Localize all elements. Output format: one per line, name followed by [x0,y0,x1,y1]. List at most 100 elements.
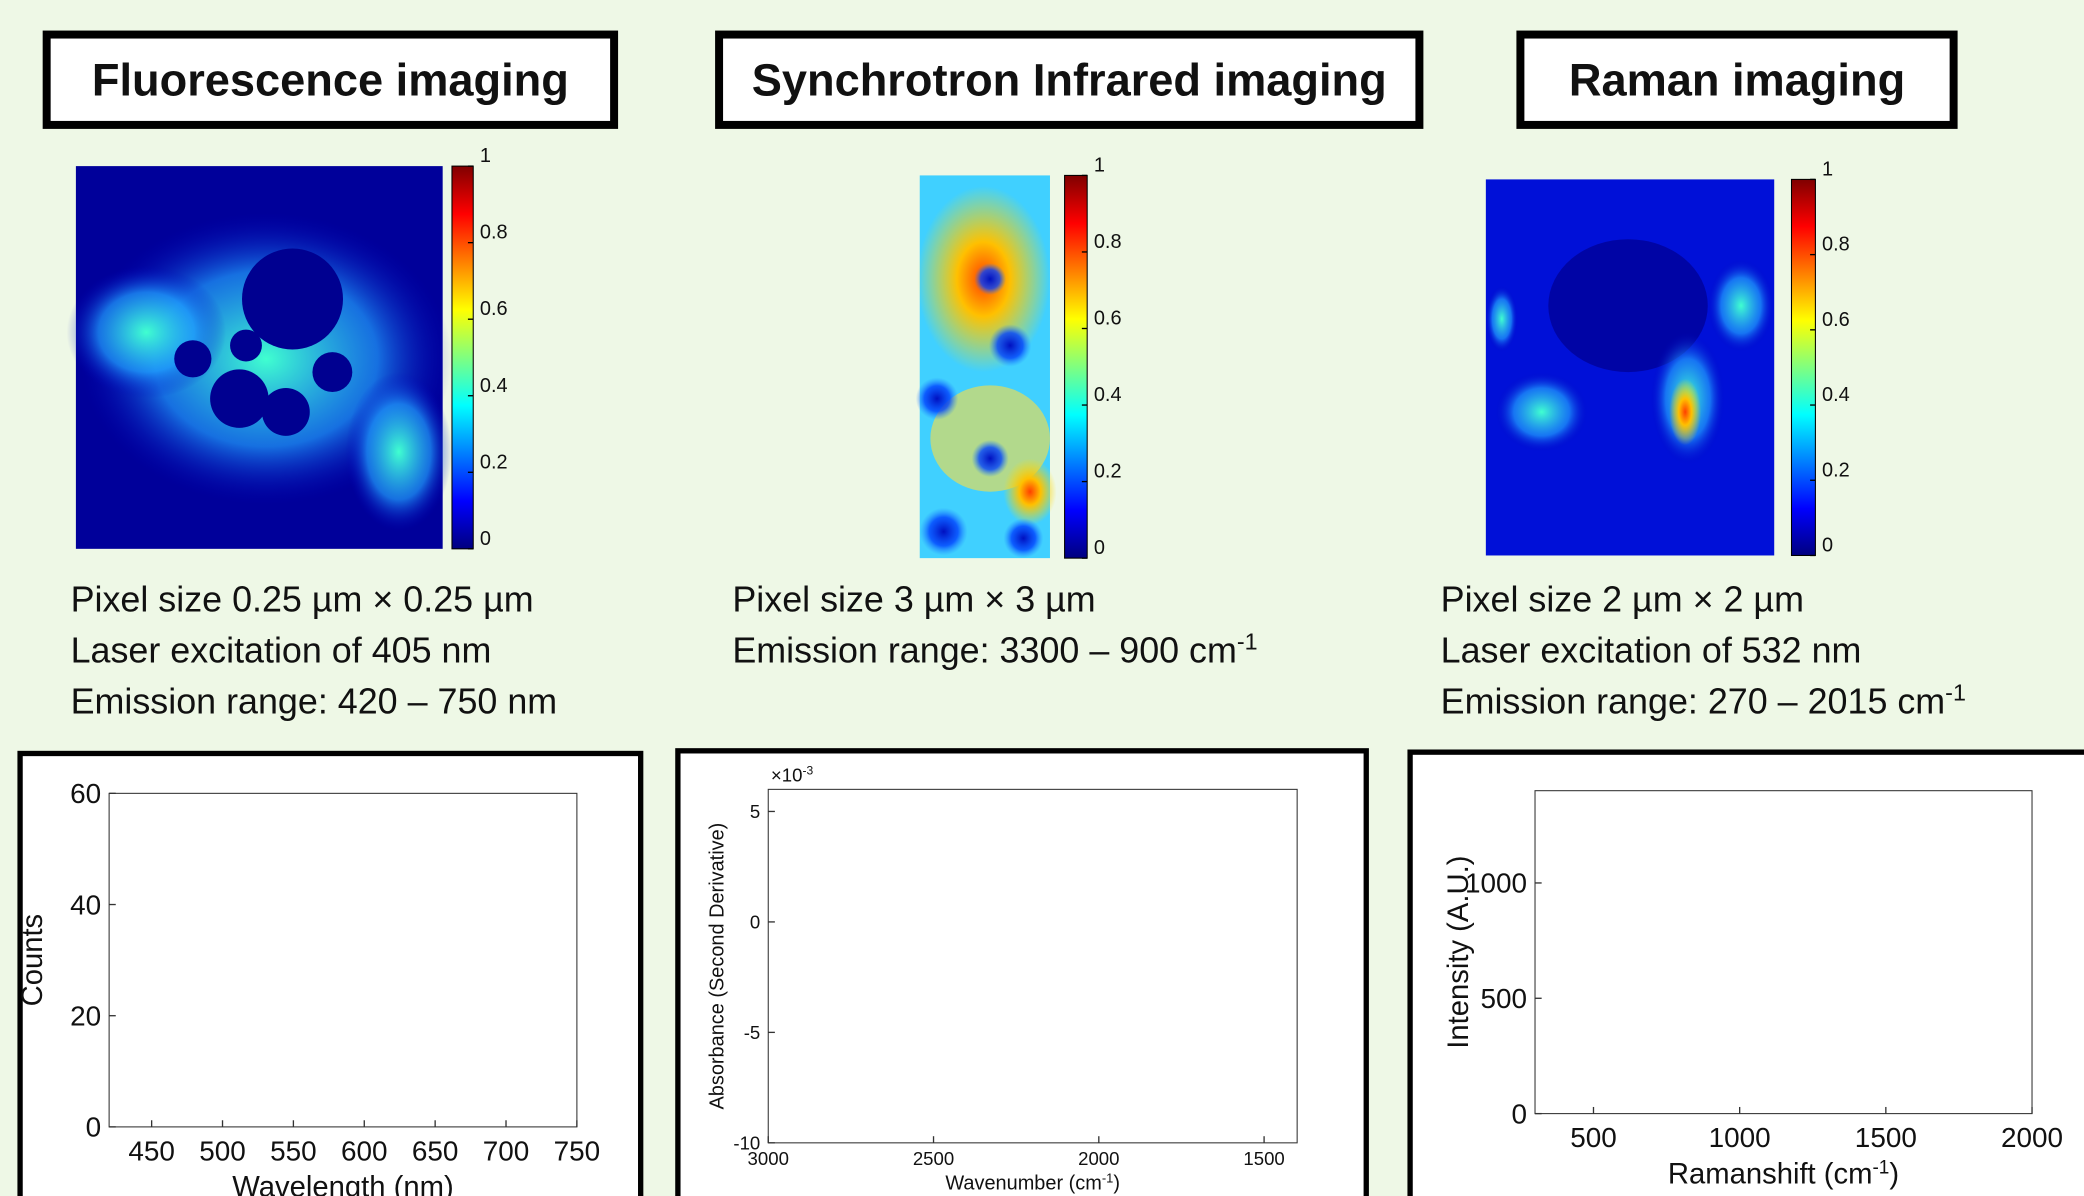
info-line-text: Pixel size 0.25 µm × 0.25 µm [71,579,534,619]
x-axis-label-text: Wavenumber (cm [945,1172,1101,1194]
colorbar [1790,178,1816,557]
title-box [42,30,619,129]
colorbar [1064,174,1088,559]
panel-title: Fluorescence imaging [92,55,569,106]
y-tick-label: 20 [70,1000,101,1031]
y-tick-label: 500 [1480,983,1527,1014]
plot-area [767,788,1298,1144]
y-axis-label: Intensity (A.U.) [1443,856,1475,1049]
y-tick-label: 1000 [1465,868,1527,899]
y-axis-label-text: Counts [17,914,49,1007]
x-tick-label: 2500 [913,1148,954,1169]
colorbar-tick-label: 0.6 [1094,308,1122,330]
x-tick-label: 700 [483,1135,530,1166]
x-tick-label: 450 [128,1135,175,1166]
x-axis-label-sup: -1 [1872,1157,1889,1178]
info-line-text: Laser excitation of 405 nm [71,630,492,670]
x-tick-label: 650 [412,1135,459,1166]
x-tick-label: 2000 [1078,1148,1119,1169]
colorbar-tick-label: 1 [1094,154,1105,176]
x-tick-label: 2000 [2001,1122,2063,1153]
x-tick-label: 1000 [1709,1122,1771,1153]
y-axis-label: Absorbance (Second Derivative) [707,823,729,1110]
x-axis-label-after: ) [1889,1158,1899,1190]
colorbar-tick-label: 0.8 [480,222,508,244]
info-line-text: Laser excitation of 532 nm [1441,630,1862,670]
raman-image [1485,179,1775,556]
x-axis-label: Wavenumber (cm-1) [945,1170,1120,1194]
title-box [715,30,1424,129]
x-axis-label-sup: -1 [1102,1170,1114,1185]
info-line: Pixel size 0.25 µm × 0.25 µm [71,579,534,619]
colorbar-tick-label: 0.4 [480,375,508,397]
panel-title: Raman imaging [1569,55,1905,106]
y-tick-label: 5 [750,801,760,822]
colorbar-tick-label: 0.2 [1094,461,1122,483]
colorbar-tick-label: 0.6 [1822,309,1850,331]
x-axis-label: Wavelength (nm) [232,1172,453,1196]
y-tick-label: -10 [733,1132,760,1153]
info-line-text: Pixel size 2 µm × 2 µm [1441,579,1804,619]
info-line-sup: -1 [1945,680,1966,706]
x-axis-label-text: Ramanshift (cm [1668,1158,1873,1190]
colorbar-tick-label: 0.2 [480,451,508,473]
info-line-text: Pixel size 3 µm × 3 µm [732,579,1095,619]
info-line-text: Emission range: 420 – 750 nm [71,682,558,722]
y-axis-label-text: Absorbance (Second Derivative) [707,823,729,1110]
x-tick-label: 1500 [1243,1148,1284,1169]
plot-area [1534,790,2033,1115]
info-line: Laser excitation of 405 nm [71,630,492,670]
plot-area [108,792,578,1128]
title-box [1516,30,1958,129]
info-line: Pixel size 2 µm × 2 µm [1441,579,1804,619]
info-line-text: Emission range: 270 – 2015 cm [1441,682,1946,722]
x-tick-label: 600 [341,1135,388,1166]
y-tick-label: 0 [1512,1098,1528,1129]
y-tick-label: 0 [750,911,760,932]
colorbar-tick-label: 0.6 [480,298,508,320]
info-line: Emission range: 420 – 750 nm [71,682,558,722]
info-line: Pixel size 3 µm × 3 µm [732,579,1095,619]
y-tick-label: 0 [86,1112,102,1143]
colorbar-tick-label: 0 [480,528,491,550]
info-line: Emission range: 270 – 2015 cm-1 [1441,680,1966,722]
x-tick-label: 3000 [748,1148,789,1169]
info-line: Emission range: 3300 – 900 cm-1 [732,628,1257,670]
y-axis-label-text: Intensity (A.U.) [1443,856,1475,1049]
x-tick-label: 750 [554,1135,601,1166]
panel-title: Synchrotron Infrared imaging [752,55,1387,106]
y-tick-label: -5 [744,1022,761,1043]
x-tick-label: 550 [270,1135,317,1166]
y-axis-label: Counts [17,914,49,1007]
x-axis-label-text: Wavelength (nm) [232,1172,453,1196]
spectrum-frame [17,750,644,1196]
colorbar-tick-label: 0.2 [1822,459,1850,481]
x-axis-label-after: ) [1113,1172,1120,1194]
y-multiplier: ×10-3 [771,763,814,785]
y-tick-label: 60 [70,778,101,809]
y-multiplier-sup: -3 [802,763,813,777]
colorbar [451,165,474,550]
colorbar-tick-label: 0 [1822,534,1833,556]
colorbar-tick-label: 1 [480,145,491,167]
info-line: Laser excitation of 532 nm [1441,630,1862,670]
colorbar-tick-label: 0 [1094,537,1105,559]
spectrum-frame [675,748,1369,1196]
spectrum-frame [1407,749,2084,1196]
y-multiplier-text: ×10 [771,764,803,785]
x-tick-label: 500 [1570,1122,1617,1153]
info-line-text: Emission range: 3300 – 900 cm [732,630,1237,670]
x-tick-label: 500 [199,1135,246,1166]
info-line-sup: -1 [1237,628,1258,654]
y-tick-label: 40 [70,889,101,920]
fluorescence-image [66,166,452,549]
colorbar-tick-label: 0.8 [1094,231,1122,253]
infrared-image [915,175,1057,559]
colorbar-tick-label: 1 [1822,158,1833,180]
colorbar-tick-label: 0.8 [1822,234,1850,256]
x-axis-label: Ramanshift (cm-1) [1668,1157,1899,1191]
x-tick-label: 1500 [1855,1122,1917,1153]
colorbar-tick-label: 0.4 [1822,384,1850,406]
